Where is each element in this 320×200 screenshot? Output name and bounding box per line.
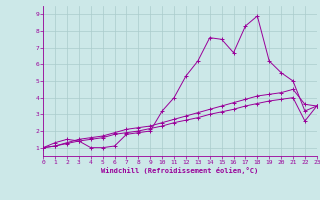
X-axis label: Windchill (Refroidissement éolien,°C): Windchill (Refroidissement éolien,°C) xyxy=(101,167,259,174)
